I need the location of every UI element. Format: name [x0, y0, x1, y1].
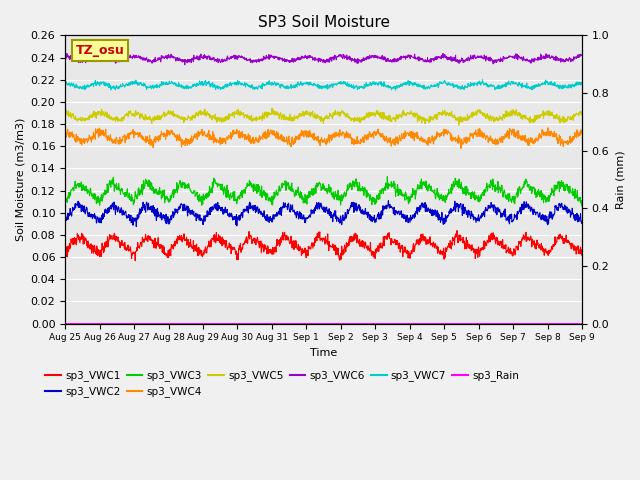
Legend: sp3_VWC1, sp3_VWC2, sp3_VWC3, sp3_VWC4, sp3_VWC5, sp3_VWC6, sp3_VWC7, sp3_Rain: sp3_VWC1, sp3_VWC2, sp3_VWC3, sp3_VWC4, …	[41, 366, 524, 402]
X-axis label: Time: Time	[310, 348, 337, 358]
Title: SP3 Soil Moisture: SP3 Soil Moisture	[257, 15, 390, 30]
Text: TZ_osu: TZ_osu	[76, 44, 124, 57]
Y-axis label: Soil Moisture (m3/m3): Soil Moisture (m3/m3)	[15, 118, 25, 241]
Y-axis label: Rain (mm): Rain (mm)	[615, 150, 625, 209]
